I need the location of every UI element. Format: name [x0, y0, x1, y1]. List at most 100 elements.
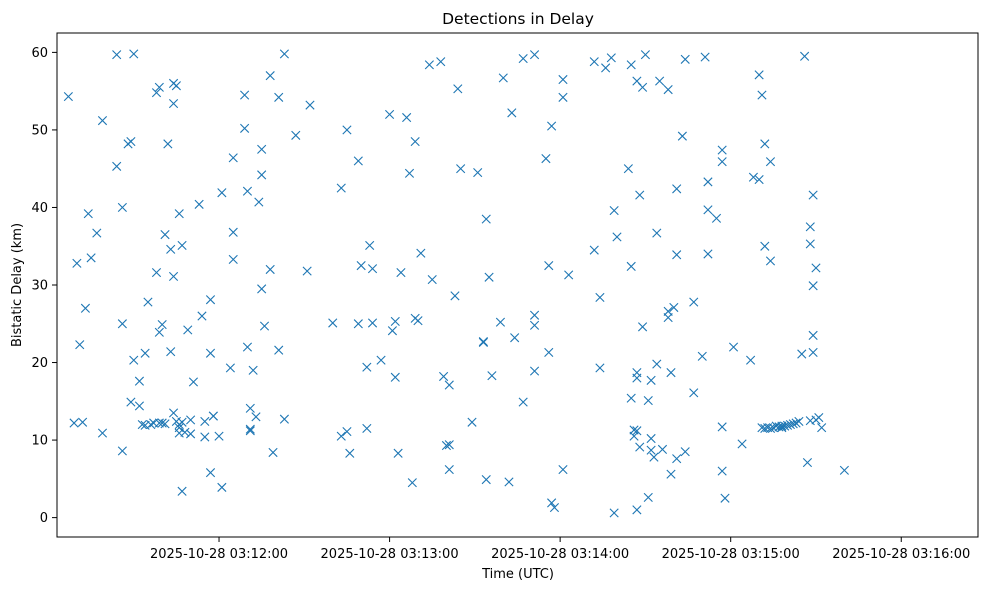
data-point	[481, 475, 491, 485]
data-point	[626, 261, 636, 271]
data-point	[808, 281, 818, 291]
data-point	[808, 330, 818, 340]
data-point	[529, 320, 540, 330]
data-point	[279, 414, 289, 424]
data-point	[151, 268, 162, 278]
data-point	[478, 337, 488, 347]
x-tick-label: 2025-10-28 03:16:00	[832, 547, 970, 562]
x-tick-label: 2025-10-28 03:13:00	[321, 547, 459, 562]
data-point	[606, 53, 616, 63]
data-point	[205, 468, 216, 478]
data-point	[80, 303, 91, 313]
data-point	[564, 270, 574, 280]
data-point	[646, 433, 656, 444]
data-point	[529, 310, 540, 320]
data-point	[365, 240, 375, 251]
data-point	[782, 420, 793, 430]
data-point	[791, 418, 801, 428]
data-point	[257, 284, 267, 294]
data-point	[228, 254, 238, 265]
data-point	[305, 100, 315, 110]
data-point	[817, 423, 827, 433]
data-point	[595, 292, 605, 302]
data-point	[663, 312, 673, 323]
data-point	[134, 376, 145, 386]
data-point	[367, 264, 378, 274]
data-point	[728, 342, 739, 352]
data-point	[157, 418, 167, 428]
data-point	[393, 448, 403, 458]
data-point	[637, 82, 648, 92]
data-point	[717, 145, 727, 155]
data-point	[797, 349, 807, 359]
data-point	[251, 412, 261, 422]
y-tick-label: 20	[31, 356, 48, 371]
data-point	[544, 261, 554, 271]
data-point	[268, 447, 278, 458]
data-point	[112, 161, 122, 171]
y-tick-label: 60	[31, 46, 48, 61]
data-point	[424, 60, 434, 70]
data-point	[746, 355, 756, 365]
data-point	[473, 167, 483, 178]
data-point	[717, 422, 727, 432]
data-point	[154, 327, 164, 337]
data-point	[544, 347, 554, 358]
data-point	[643, 395, 653, 406]
data-point	[160, 230, 170, 240]
data-point	[547, 498, 557, 508]
data-point	[765, 256, 776, 266]
data-point	[291, 130, 301, 140]
x-tick-label: 2025-10-28 03:12:00	[150, 547, 288, 562]
data-point	[612, 232, 622, 242]
data-point	[748, 172, 759, 182]
data-point	[814, 413, 824, 423]
data-point	[609, 205, 619, 216]
data-point	[626, 393, 636, 403]
data-point	[336, 431, 346, 441]
data-point	[168, 408, 179, 418]
data-point	[632, 373, 642, 383]
data-point	[663, 85, 673, 95]
plot-area	[57, 33, 978, 537]
data-point	[362, 423, 372, 434]
data-point	[205, 295, 216, 305]
data-point	[163, 139, 173, 149]
data-point	[737, 439, 747, 449]
data-point	[785, 419, 795, 430]
data-point	[666, 368, 676, 378]
data-point	[92, 228, 102, 238]
data-point	[134, 401, 145, 411]
data-point	[549, 502, 560, 513]
data-point	[601, 63, 611, 73]
data-points	[63, 49, 849, 518]
x-axis-ticks: 2025-10-28 03:12:00 2025-10-28 03:13:00 20…	[150, 537, 970, 562]
data-point	[637, 322, 648, 332]
data-point	[274, 345, 284, 355]
data-point	[217, 482, 227, 492]
data-point	[151, 88, 162, 98]
data-point	[635, 190, 645, 200]
data-point	[757, 90, 767, 100]
data-point	[367, 318, 378, 328]
data-point	[754, 174, 764, 185]
data-point	[402, 112, 412, 123]
data-point	[623, 164, 633, 174]
data-point	[143, 297, 153, 307]
y-tick-label: 50	[31, 123, 48, 138]
data-point	[257, 170, 267, 180]
x-tick-label: 2025-10-28 03:14:00	[491, 547, 629, 562]
data-point	[680, 54, 690, 64]
data-point	[657, 444, 668, 454]
data-point	[69, 418, 79, 428]
data-point	[495, 317, 506, 327]
data-point	[711, 213, 722, 223]
data-point	[450, 291, 460, 301]
data-point	[629, 431, 639, 441]
data-point	[186, 429, 196, 439]
data-point	[484, 272, 494, 282]
data-point	[800, 51, 810, 61]
data-point	[240, 90, 250, 100]
data-point	[487, 371, 497, 381]
data-point	[703, 177, 713, 187]
